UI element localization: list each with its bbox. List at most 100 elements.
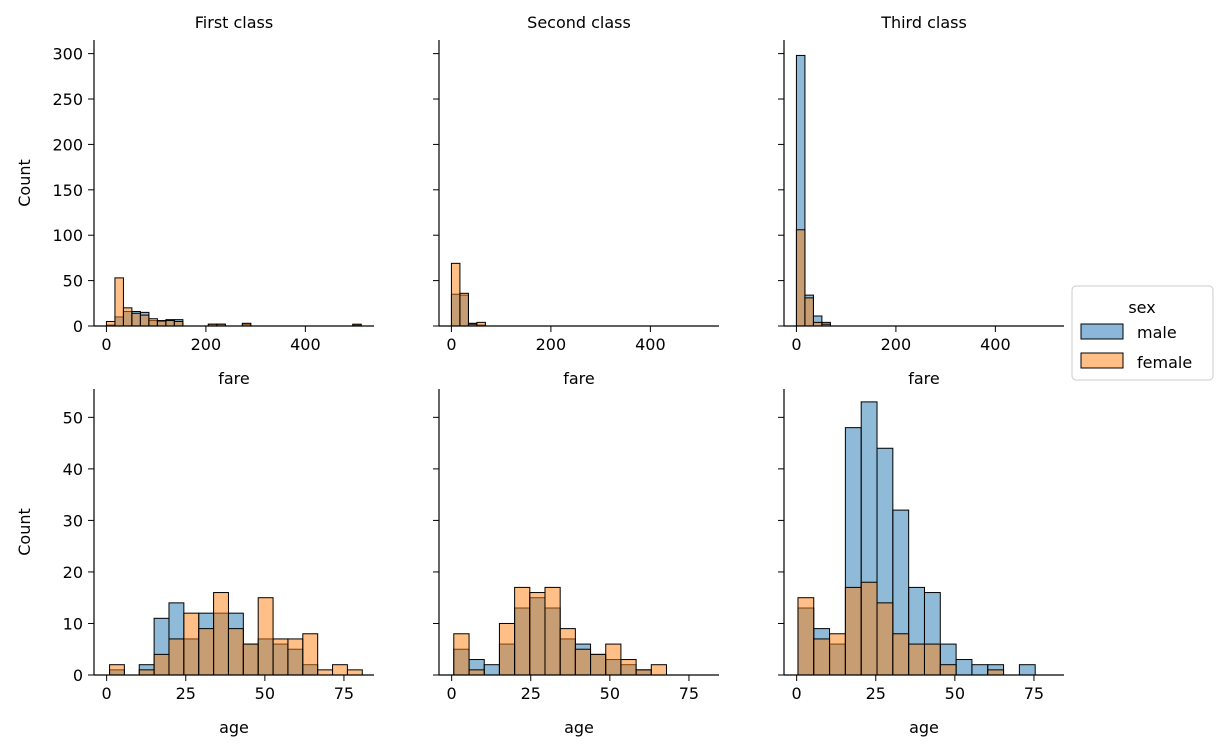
y-tick-label: 300 [52,45,83,64]
x-tick-label: 0 [792,684,802,703]
facet-panel-0: 0 200 400 0 50 100 150 200 250 300 fare Count First … [15,13,374,388]
x-tick-label: 75 [334,684,354,703]
female-bar [876,602,894,676]
female-bar [620,659,637,676]
female-bar [302,633,319,676]
x-axis-label: age [909,718,939,737]
x-axis-label: fare [218,369,250,388]
female-bar [156,320,167,327]
female-bar [459,292,469,327]
facet-panel-4: 0 25 50 75 age [433,389,719,737]
female-bar [105,320,116,327]
male-bar [971,664,989,676]
x-axis-label: age [564,718,594,737]
panels: 0 200 400050100150200250300fareCountFirst … [15,13,1064,737]
legend-swatch-female [1080,352,1124,369]
x-tick-label: 0 [791,335,801,354]
female-bar [635,669,652,676]
male-bar [1018,664,1036,676]
y-tick-label: 100 [52,226,83,245]
panel-title: First class [195,13,273,32]
female-bar [860,581,878,676]
facet-panel-3: 0 25 50 75 0 10 20 30 40 50 age Count [15,389,374,737]
x-tick-label: 50 [255,684,275,703]
x-axis-label: fare [563,369,595,388]
y-tick-label: 50 [63,272,83,291]
x-tick-label: 50 [600,684,620,703]
female-bar [165,320,175,327]
female-bar [908,643,925,676]
female-bar [559,628,576,676]
x-tick-label: 200 [191,335,222,354]
x-axis-label: fare [908,369,940,388]
female-bar [242,643,259,676]
facet-panel-1: 0 200 400 fare Second class [433,13,719,388]
y-tick-label: 200 [52,135,83,154]
female-bar [544,586,561,676]
female-bar [227,628,244,676]
female-bar [892,633,910,676]
female-bar [131,312,141,327]
female-bar [453,633,470,676]
female-bar [148,318,158,327]
y-axis-label: Count [15,159,34,207]
x-tick-label: 75 [1024,684,1044,703]
legend: sex male female [1071,285,1214,381]
x-tick-label: 0 [447,684,457,703]
female-bar [987,669,1005,676]
legend-title: sex [1128,298,1155,317]
female-bar [332,664,348,676]
male-bar [483,664,500,676]
x-tick-label: 50 [945,684,965,703]
y-axis-label: Count [15,508,34,556]
x-tick-label: 400 [980,335,1011,354]
x-axis-label: age [219,718,249,737]
panel-title: Third class [880,13,967,32]
facet-panel-5: 0 25 50 75 age [778,389,1064,737]
facet-panel-2: 0 200 400 fare Third class [778,13,1064,388]
y-tick-label: 40 [63,460,83,479]
y-tick-label: 150 [52,181,83,200]
female-bar [122,307,133,327]
x-tick-label: 75 [679,684,699,703]
x-tick-label: 400 [635,335,666,354]
x-tick-label: 0 [102,684,112,703]
female-bar [574,648,592,676]
female-bar [153,653,170,676]
female-bar [939,664,957,676]
y-tick-label: 20 [63,563,83,582]
x-tick-label: 0 [101,335,111,354]
female-bar [183,612,200,676]
female-bar [804,297,814,327]
female-bar [650,664,667,676]
legend-label-male: male [1137,323,1177,342]
female-bar [450,262,461,327]
female-bar [213,592,229,676]
female-bar [168,638,185,676]
female-bar [138,669,155,676]
female-bar [139,314,150,327]
female-bar [498,622,516,676]
y-tick-label: 50 [63,408,83,427]
female-bar [795,229,806,327]
female-bar [272,638,289,676]
female-bar [317,669,334,676]
female-bar [590,653,607,676]
x-tick-label: 200 [881,335,912,354]
x-tick-label: 0 [446,335,456,354]
legend-swatch-male [1080,323,1124,340]
female-bar [257,597,274,676]
female-bar [813,638,831,676]
x-tick-label: 25 [866,684,886,703]
female-bar [468,669,485,676]
legend-label-female: female [1137,353,1192,372]
x-tick-label: 25 [521,684,541,703]
female-bar [829,633,846,676]
y-tick-label: 0 [73,317,83,336]
female-bar [844,586,862,676]
female-bar [923,643,941,676]
x-tick-label: 400 [290,335,321,354]
y-tick-label: 250 [52,90,83,109]
panel-title: Second class [527,13,631,32]
